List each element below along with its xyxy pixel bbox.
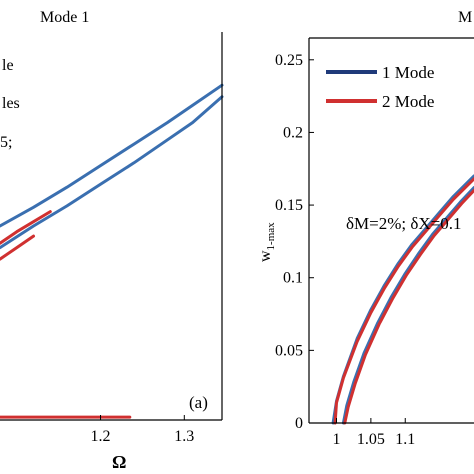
legend-label-1: 1 Mode	[382, 63, 434, 82]
chart-panel-b: M w1-max 1 1.05 1.1 0 0.05 0.1 0.15 0.2 0.25 1 Mo…	[257, 9, 474, 448]
panel-b-y-tick-label: 0.1	[283, 270, 303, 287]
legend-label-2: 2 Mode	[382, 92, 434, 111]
y-axis-label-b: w1-max	[257, 222, 277, 262]
panel-b-y-tick-label: 0.15	[275, 197, 303, 214]
chart-panel-a: Mode 1 le les 5; (a) Ω 1.2 1.3	[0, 9, 224, 472]
panel-b-series-3	[333, 177, 474, 425]
panel-b-x-tick-label: 1.1	[395, 431, 415, 448]
annotation-b: δM=2%; δX=0.1	[346, 214, 461, 233]
panel-b-y-tick-label: 0	[295, 415, 303, 432]
panel-b-y-tick-label: 0.2	[283, 124, 303, 141]
panel-a-series-4	[0, 234, 35, 261]
panel-b-series-4	[343, 189, 474, 425]
panel-label-a: (a)	[189, 393, 208, 412]
panel-a-x-tick-label: 1.3	[174, 428, 194, 445]
chart-title-a: Mode 1	[40, 9, 89, 26]
panel-b-x-tick-label: 1	[333, 431, 341, 448]
legend-fragment-3: 5;	[0, 134, 12, 151]
chart-title-b: M	[458, 9, 472, 26]
panel-b-series-2	[341, 186, 474, 425]
panel-a-series-1	[0, 83, 224, 228]
legend-fragment-2: les	[2, 95, 20, 112]
panel-b-x-tick-label: 1.05	[357, 431, 385, 448]
panel-a-series-2	[0, 95, 224, 250]
panel-a-x-tick-label: 1.2	[91, 428, 111, 445]
legend-fragment-1: le	[2, 57, 14, 74]
panel-b-y-tick-label: 0.25	[275, 52, 303, 69]
x-axis-label-a: Ω	[112, 452, 126, 472]
panel-a-series-3	[0, 210, 52, 245]
panel-b-y-tick-label: 0.05	[275, 342, 303, 359]
